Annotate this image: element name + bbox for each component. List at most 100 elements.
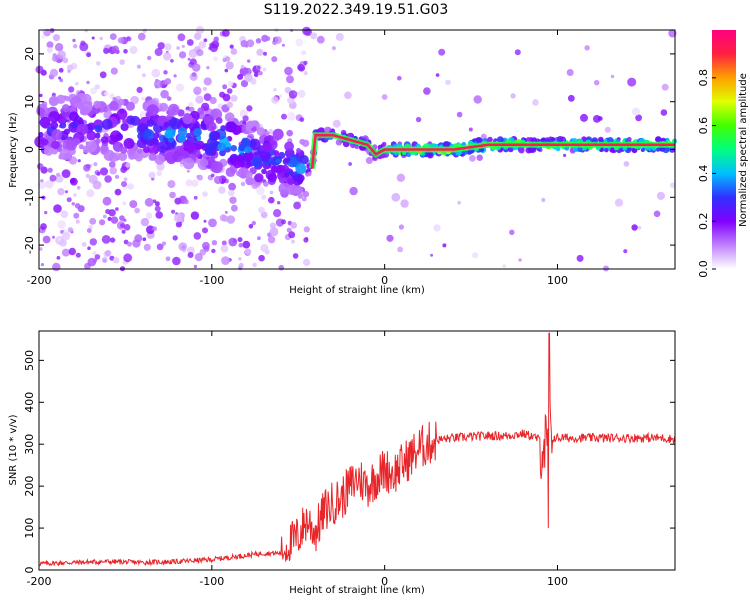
spectrogram-ridge-cell [199,158,209,167]
spectrogram-noise-cell [580,113,588,122]
spectrogram-noise-cell [365,157,373,164]
spectrogram-noise-cell [203,38,208,43]
spectrogram-noise-cell [669,182,676,188]
spectrogram-noise-cell [211,240,218,246]
spectrogram-ridge-cell [273,150,280,157]
spectrogram-noise-cell [94,254,101,260]
spectrogram-noise-cell [60,210,69,219]
spectrogram-noise-cell [226,215,236,224]
spectrogram-ridge-cell [159,102,169,112]
spectrogram-noise-cell [262,67,267,72]
spectrogram-noise-cell [627,77,637,87]
y-tick-label: -20 [23,236,36,254]
spectrogram-ridge-cell [61,104,70,113]
spectrogram-noise-cell [112,45,119,53]
spectrogram-noise-cell [269,227,279,237]
spectrogram-ridge-cell [299,155,309,165]
spectrogram-noise-cell [261,194,267,200]
spectrogram-noise-cell [281,219,286,225]
spectrogram-ridge-cell [275,158,281,164]
spectrogram-noise-cell [245,176,254,186]
spectrogram-noise-cell [224,56,231,62]
colorbar-tick-label: 0.8 [697,69,710,87]
spectrogram-ridge-cell [40,117,50,128]
spectrogram-noise-cell [181,44,185,49]
y-tick-label: 20 [23,47,36,61]
spectrogram-noise-cell [593,79,600,86]
spectrogram-noise-cell [187,246,195,255]
spectrogram-noise-cell [196,49,204,57]
spectrogram-ridge-cell [230,145,237,152]
spectrogram-noise-cell [563,153,567,157]
spectrogram-noise-cell [631,107,641,116]
colorbar-tick-label: 0.0 [697,260,710,278]
spectrogram-noise-cell [163,52,172,61]
spectrogram-noise-cell [75,252,81,258]
spectrogram-noise-cell [40,223,47,230]
spectrogram-ridge-cell [217,142,226,151]
spectrogram-noise-cell [198,41,207,49]
spectrogram-noise-cell [518,258,522,262]
y-tick-label: 100 [23,518,36,539]
x-tick-label: -200 [27,274,52,287]
spectrogram-noise-cell [240,64,245,69]
spectrogram-ridge-cell [626,136,632,142]
spectrogram-ridge-cell [154,154,165,165]
spectrogram-noise-cell [190,211,200,220]
spectrogram-noise-cell [269,190,274,195]
spectrogram-noise-cell [186,169,190,173]
y-tick-label: 500 [23,350,36,371]
spectrogram-noise-cell [108,209,116,217]
spectrogram-noise-cell [191,72,197,77]
spectrogram-noise-cell [86,80,90,85]
spectrogram-ridge-cell [109,100,119,111]
spectrogram-noise-cell [188,102,194,108]
spectrogram-ridge-cell [185,132,192,139]
spectrogram-noise-cell [71,202,76,206]
spectrogram-noise-cell [248,224,254,229]
spectrogram-noise-cell [73,212,80,219]
spectrogram-noise-cell [108,161,116,168]
spectrogram-noise-cell [66,197,72,203]
spectrogram-noise-cell [57,188,65,196]
spectrogram-noise-cell [286,227,292,233]
spectrogram-ridge-cell [86,130,97,141]
spectrogram-ridge-cell [264,131,270,137]
spectrogram-noise-cell [222,84,228,90]
spectrogram-ridge-cell [286,185,297,195]
spectrogram-noise-cell [271,96,279,104]
spectrogram-noise-cell [240,80,249,88]
x-tick-label: 100 [547,575,568,588]
spectrogram-noise-cell [269,222,276,229]
spectrogram-ridge-cell [256,127,266,136]
spectrogram-noise-cell [396,173,406,182]
spectrogram-noise-cell [246,39,255,48]
spectrogram-noise-cell [51,92,56,97]
spectrogram-noise-cell [146,225,155,234]
spectrogram-noise-cell [274,36,282,44]
spectrogram-noise-cell [148,171,156,179]
spectrogram-ridge-cell [487,136,493,143]
spectrogram-noise-cell [67,69,71,73]
spectrogram-noise-cell [299,117,305,122]
spectrogram-noise-cell [134,234,143,243]
spectrogram-noise-cell [231,204,238,212]
spectrogram-noise-cell [152,199,157,203]
spectrogram-noise-cell [121,229,126,234]
spectrogram-noise-cell [273,88,277,92]
spectrogram-noise-cell [152,226,158,232]
spectrogram-ridge-cell [172,151,184,163]
spectrogram-ridge-cell [123,138,135,149]
spectrogram-noise-cell [240,40,248,48]
spectrogram-noise-cell [183,199,189,205]
spectrogram-noise-cell [75,81,79,86]
spectrogram-noise-cell [110,216,119,224]
spectrogram-noise-cell [228,189,235,197]
spectrogram-noise-cell [61,169,71,179]
spectrogram-noise-cell [213,175,223,185]
spectrogram-ridge-cell [206,121,217,132]
spectrogram-ridge-cell [296,148,302,153]
spectrogram-ridge-cell [38,131,44,138]
spectrogram-ridge-cell [531,137,538,144]
spectrogram-ridge-cell [71,122,78,129]
